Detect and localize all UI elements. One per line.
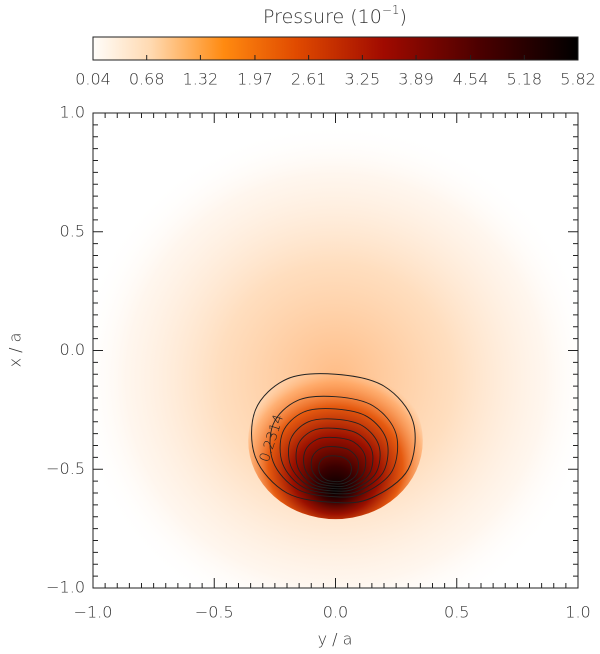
colorbar-title-text: Pressure (10 <box>263 6 382 28</box>
colorbar-tick-label: 0.68 <box>129 70 165 89</box>
colorbar-title-end: ) <box>400 6 407 28</box>
x-tick-label: 1.0 <box>565 603 590 622</box>
y-tick-label: 0.5 <box>60 221 85 240</box>
pressure-glow <box>93 122 578 588</box>
contour-inner <box>310 446 360 485</box>
colorbar <box>92 36 579 61</box>
colorbar-title-exp: −1 <box>382 3 400 17</box>
y-tick-label: −1.0 <box>46 578 85 597</box>
x-axis-label: y / a <box>318 630 353 649</box>
colorbar-tick-label: 1.97 <box>237 70 273 89</box>
x-tick-label: −1.0 <box>74 603 113 622</box>
colorbar-tick-label: 4.54 <box>453 70 489 89</box>
colorbar-tick-label: 5.82 <box>560 70 596 89</box>
contour-inner <box>295 427 374 490</box>
colorbar-tick-label: 0.04 <box>75 70 111 89</box>
heatmap: 0.2314 <box>93 113 578 588</box>
x-tick-label: 0.0 <box>323 603 348 622</box>
colorbar-title: Pressure (10−1) <box>263 3 407 28</box>
contour-inner <box>288 418 381 492</box>
y-tick-label: 1.0 <box>60 103 85 122</box>
pressure-peak <box>248 362 423 520</box>
contour-inner <box>303 436 367 487</box>
colorbar-tick-label: 3.25 <box>345 70 381 89</box>
colorbar-tick-label: 5.18 <box>506 70 542 89</box>
x-tick-label: 0.5 <box>444 603 469 622</box>
contour-inner <box>318 455 352 483</box>
y-tick-label: −0.5 <box>46 459 85 478</box>
colorbar-tick-label: 2.61 <box>291 70 327 89</box>
colorbar-tick-label: 3.89 <box>398 70 434 89</box>
colorbar-tick-label: 1.32 <box>183 70 219 89</box>
field: 0.2314 <box>93 122 578 588</box>
contour-inner <box>269 395 399 498</box>
contour <box>251 373 416 504</box>
x-tick-label: −0.5 <box>195 603 234 622</box>
contour-inner <box>279 408 389 495</box>
y-axis-label: x / a <box>6 333 25 368</box>
y-tick-label: 0.0 <box>60 340 85 359</box>
